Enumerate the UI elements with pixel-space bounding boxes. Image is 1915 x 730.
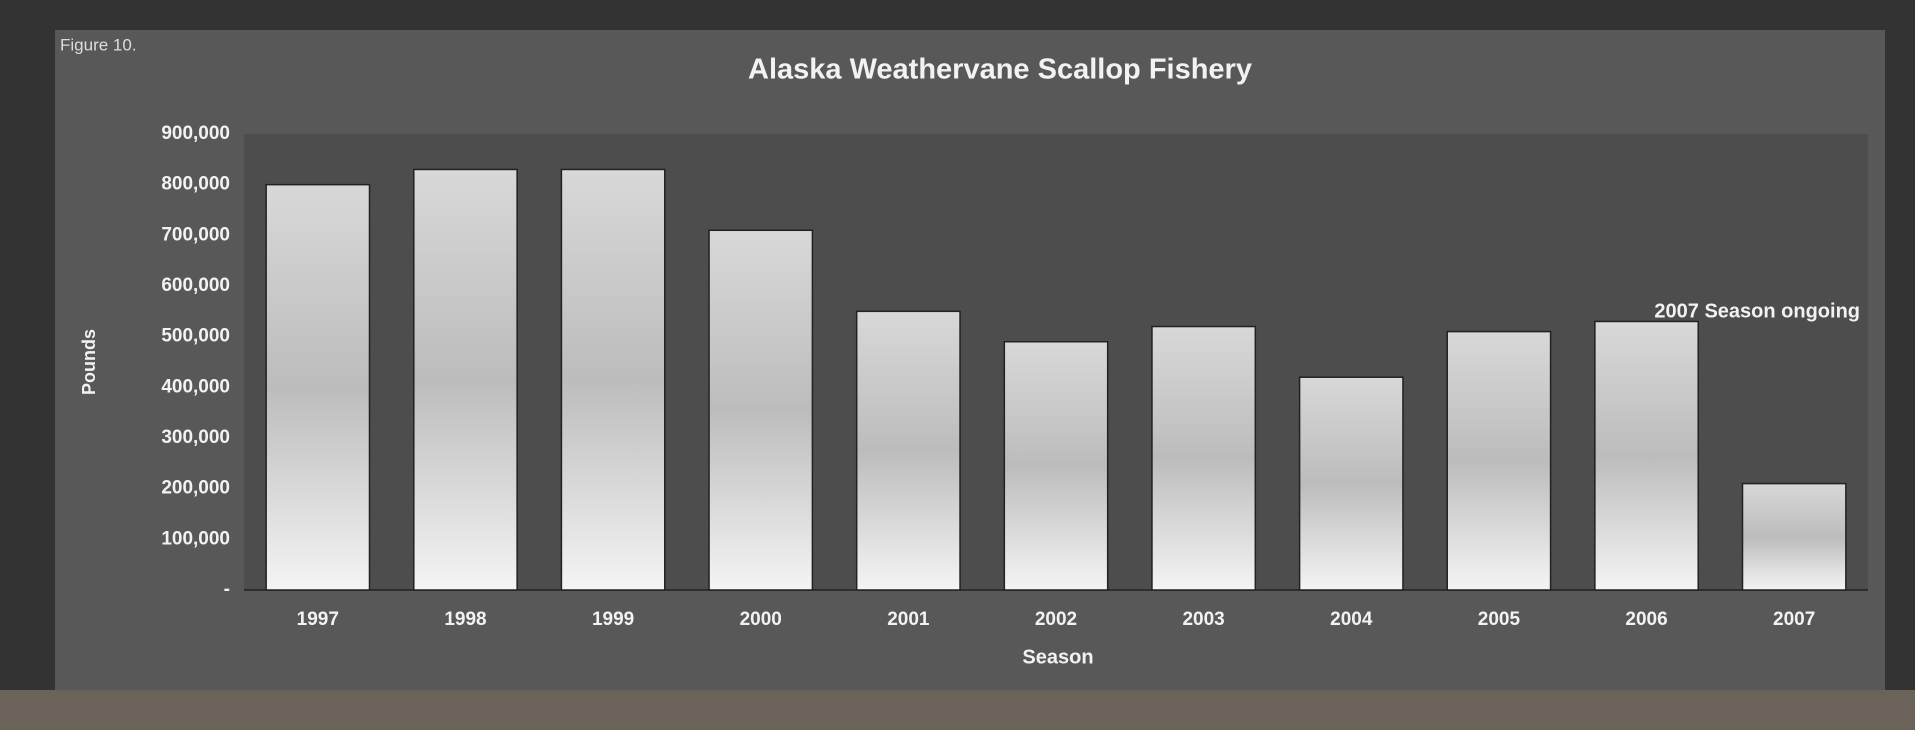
annotation: 2007 Season ongoing	[1654, 300, 1860, 322]
x-tick-label: 2000	[740, 609, 782, 630]
y-tick-label: 300,000	[161, 427, 230, 448]
y-tick-label: 600,000	[161, 275, 230, 296]
x-tick-label: 2003	[1182, 609, 1224, 630]
x-tick-label: 2005	[1478, 609, 1521, 630]
bar	[855, 310, 961, 591]
bar	[265, 183, 371, 591]
bar	[1446, 330, 1552, 591]
bar	[1003, 340, 1109, 591]
y-tick-label: 900,000	[161, 123, 230, 144]
bar	[413, 168, 518, 591]
y-tick-label: 500,000	[161, 326, 230, 347]
bar	[1741, 482, 1847, 591]
dock-boards	[0, 690, 1915, 730]
bar	[560, 168, 666, 591]
bar	[1151, 325, 1257, 591]
y-tick-label: 400,000	[161, 376, 230, 397]
x-tick-label: 1999	[592, 609, 634, 630]
y-tick-label: 700,000	[161, 224, 230, 245]
x-tick-label: 2001	[887, 609, 930, 630]
bar	[708, 229, 814, 591]
x-tick-label: 1998	[444, 609, 486, 630]
x-axis-title: Season	[1022, 646, 1093, 668]
y-tick-label: 100,000	[161, 528, 230, 549]
y-axis-title: Pounds	[79, 329, 99, 395]
x-tick-label: 2006	[1625, 609, 1667, 630]
bar	[1594, 320, 1699, 591]
y-tick-label: 800,000	[161, 174, 230, 195]
figure-label: Figure 10.	[60, 35, 137, 54]
y-tick-label: 200,000	[161, 478, 230, 499]
x-tick-label: 2007	[1773, 609, 1815, 630]
chart-title: Alaska Weathervane Scallop Fishery	[748, 54, 1252, 86]
x-tick-label: 2002	[1035, 609, 1077, 630]
x-tick-label: 2004	[1330, 609, 1373, 630]
y-tick-label: -	[224, 579, 230, 600]
bar	[1298, 376, 1404, 591]
x-tick-label: 1997	[297, 609, 339, 630]
